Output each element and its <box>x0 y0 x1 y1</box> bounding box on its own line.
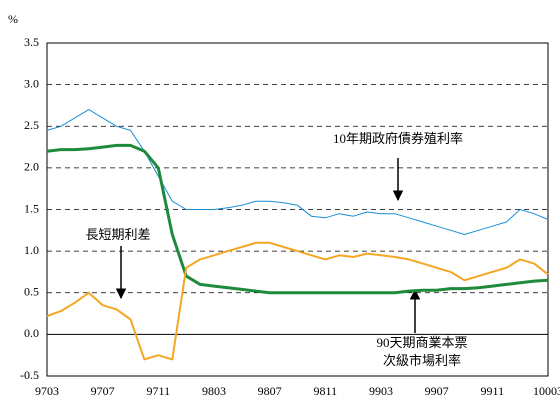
x-tick-label: 9703 <box>35 384 59 398</box>
x-tick-label: 9807 <box>258 384 282 398</box>
annotation: 長短期利差 <box>85 227 150 242</box>
y-tick-label: 1.5 <box>24 201 39 215</box>
series-line <box>46 241 549 361</box>
x-tick-label: 9707 <box>91 384 115 398</box>
y-tick-label: 0.5 <box>24 285 39 299</box>
annotation: 次級市場利率 <box>383 353 461 368</box>
x-tick-label: 9907 <box>425 384 449 398</box>
series-line <box>46 109 549 235</box>
x-tick-label: 9803 <box>202 384 226 398</box>
y-tick-label: 2.5 <box>24 118 39 132</box>
series-line <box>46 143 549 295</box>
annotation: 90天期商業本票 <box>376 335 467 350</box>
x-tick-label: 9903 <box>369 384 393 398</box>
y-tick-label: 0.0 <box>24 326 39 340</box>
x-tick-label: 10003 <box>533 384 560 398</box>
y-tick-label: 2.0 <box>24 160 39 174</box>
x-tick-label: 9911 <box>481 384 505 398</box>
y-tick-label: 3.5 <box>24 35 39 49</box>
x-tick-label: 9811 <box>314 384 338 398</box>
y-tick-label: -0.5 <box>20 368 39 382</box>
unit-label: % <box>8 12 18 26</box>
x-tick-label: 9711 <box>147 384 171 398</box>
y-tick-label: 3.0 <box>24 76 39 90</box>
annotation: 10年期政府債券殖利率 <box>333 131 463 146</box>
y-tick-label: 1.0 <box>24 243 39 257</box>
